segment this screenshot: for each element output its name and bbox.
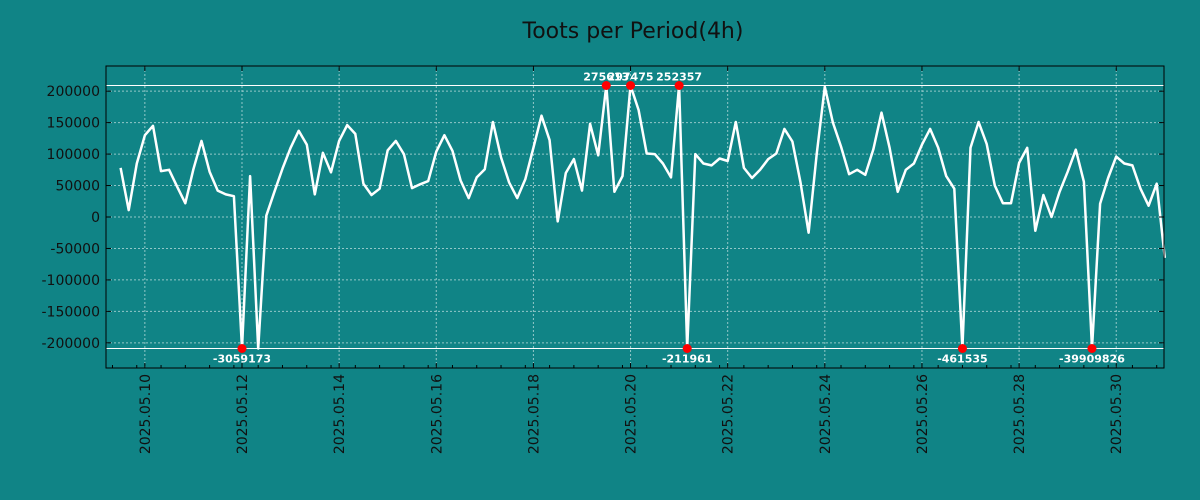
extreme-label: 252357 <box>656 71 702 84</box>
x-tick-label: 2025.05.24 <box>818 374 834 454</box>
extreme-marker <box>601 81 611 91</box>
extreme-label: 297475 <box>608 71 654 84</box>
y-tick-label: 50000 <box>55 179 100 195</box>
x-tick-label: 2025.05.10 <box>138 374 154 454</box>
x-tick-label: 2025.05.22 <box>721 374 737 454</box>
extreme-marker <box>682 343 692 353</box>
x-tick-label: 2025.05.14 <box>332 374 348 454</box>
series-line <box>119 84 1167 350</box>
chart-title: Toots per Period(4h) <box>522 19 744 44</box>
extreme-label: -461535 <box>937 352 988 365</box>
x-tick-label: 2025.05.12 <box>235 374 251 454</box>
extreme-marker <box>957 343 967 353</box>
extreme-marker <box>237 343 247 353</box>
y-tick-label: -100000 <box>42 273 101 289</box>
extreme-marker <box>626 81 636 91</box>
y-tick-label: -150000 <box>42 304 101 320</box>
x-tick-label: 2025.05.26 <box>915 374 931 454</box>
grid-lines <box>106 66 1164 368</box>
y-tick-label: 200000 <box>47 84 100 100</box>
x-tick-label: 2025.05.16 <box>429 374 445 454</box>
x-tick-label: 2025.05.18 <box>526 374 542 454</box>
x-axis: 2025.05.10 2025.05.12 2025.05.14 2025.05.16… <box>111 66 1158 454</box>
y-tick-label: 0 <box>91 210 100 226</box>
extreme-label: -211961 <box>662 352 713 365</box>
x-tick-label: 2025.05.30 <box>1109 374 1125 454</box>
series-line-group <box>119 84 1167 350</box>
extreme-marker <box>1087 343 1097 353</box>
y-axis: 200000 150000 100000 50000 0 -50000 -100000 -15… <box>42 84 1164 352</box>
y-tick-label: -50000 <box>50 241 100 257</box>
extreme-markers <box>237 81 1097 353</box>
extreme-marker <box>674 81 684 91</box>
y-tick-label: 100000 <box>47 147 100 163</box>
y-tick-label: -200000 <box>42 336 101 352</box>
x-tick-label: 2025.05.20 <box>624 374 640 454</box>
extreme-label: 275613 <box>583 71 629 84</box>
extreme-label: -3059173 <box>213 352 271 365</box>
y-tick-label: 150000 <box>47 116 100 132</box>
x-tick-label: 2025.05.28 <box>1012 374 1028 454</box>
extreme-label: -39909826 <box>1059 352 1125 365</box>
